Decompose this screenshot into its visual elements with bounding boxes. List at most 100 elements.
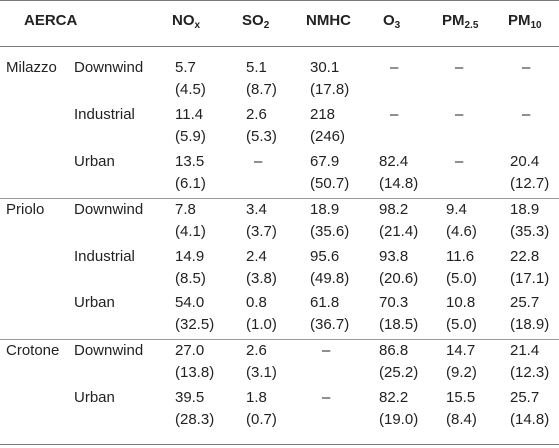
cell-nox: 14.9 bbox=[175, 248, 205, 265]
row-zone: Urban bbox=[74, 294, 115, 311]
cell-nox: 7.8 bbox=[175, 201, 196, 218]
cell-so2: 2.4 bbox=[246, 248, 267, 265]
cell-so2: 2.6 bbox=[246, 106, 267, 123]
cell-nox-sd: (32.5) bbox=[175, 316, 215, 333]
cell-pm25: 9.4 bbox=[446, 201, 467, 218]
row-zone: Industrial bbox=[74, 248, 135, 265]
cell-pm10: 21.4 bbox=[510, 342, 540, 359]
cell-nox-sd: (6.1) bbox=[175, 175, 206, 192]
cell-nox-sd: (4.1) bbox=[175, 223, 206, 240]
cell-pm10: – bbox=[522, 106, 531, 123]
cell-so2-sd: (1.0) bbox=[246, 316, 277, 333]
row-site: Priolo bbox=[6, 201, 45, 218]
cell-so2-sd: (3.1) bbox=[246, 364, 277, 381]
cell-nmhc-sd: (17.8) bbox=[310, 81, 350, 98]
cell-o3-sd: (25.2) bbox=[379, 364, 419, 381]
cell-nmhc-sd: (36.7) bbox=[310, 316, 350, 333]
cell-o3: 82.2 bbox=[379, 389, 409, 406]
cell-nox: 27.0 bbox=[175, 342, 205, 359]
cell-pm10-sd: (14.8) bbox=[510, 411, 550, 428]
cell-nox-sd: (8.5) bbox=[175, 270, 206, 287]
cell-o3: 98.2 bbox=[379, 201, 409, 218]
cell-pm10-sd: (18.9) bbox=[510, 316, 550, 333]
cell-o3: 93.8 bbox=[379, 248, 409, 265]
row-zone: Urban bbox=[74, 153, 115, 170]
cell-pm25-sd: (8.4) bbox=[446, 411, 477, 428]
header-nox: NOx bbox=[172, 12, 201, 31]
cell-o3: 82.4 bbox=[379, 153, 409, 170]
cell-o3: 86.8 bbox=[379, 342, 409, 359]
row-zone: Downwind bbox=[74, 342, 144, 359]
cell-pm10: 20.4 bbox=[510, 153, 540, 170]
cell-pm25-sd: (5.0) bbox=[446, 270, 477, 287]
cell-nmhc: 18.9 bbox=[310, 201, 340, 218]
cell-pm25: 11.6 bbox=[446, 248, 475, 265]
cell-o3: – bbox=[390, 59, 399, 76]
header-pm25: PM2.5 bbox=[442, 12, 479, 31]
cell-so2-sd: (3.7) bbox=[246, 223, 277, 240]
cell-pm25: – bbox=[455, 153, 464, 170]
cell-o3-sd: (14.8) bbox=[379, 175, 419, 192]
table-header-rule bbox=[0, 46, 559, 47]
cell-so2: – bbox=[254, 153, 263, 170]
cell-nox-sd: (4.5) bbox=[175, 81, 206, 98]
cell-nmhc: – bbox=[322, 389, 331, 406]
cell-nmhc: 30.1 bbox=[310, 59, 340, 76]
cell-pm25: 10.8 bbox=[446, 294, 476, 311]
cell-pm10: 22.8 bbox=[510, 248, 540, 265]
table-top-rule bbox=[0, 0, 559, 1]
cell-nox: 54.0 bbox=[175, 294, 205, 311]
group-divider bbox=[0, 339, 559, 340]
cell-so2-sd: (8.7) bbox=[246, 81, 277, 98]
cell-so2-sd: (5.3) bbox=[246, 128, 277, 145]
cell-nmhc: 218 bbox=[310, 106, 336, 123]
cell-nmhc-sd: (50.7) bbox=[310, 175, 350, 192]
cell-pm25: – bbox=[455, 106, 464, 123]
cell-nmhc-sd: (49.8) bbox=[310, 270, 350, 287]
cell-pm10-sd: (12.7) bbox=[510, 175, 550, 192]
group-divider bbox=[0, 198, 559, 199]
cell-pm25-sd: (9.2) bbox=[446, 364, 477, 381]
cell-pm10: – bbox=[522, 59, 531, 76]
header-aerca: AERCA bbox=[24, 12, 78, 29]
cell-so2: 5.1 bbox=[246, 59, 267, 76]
cell-pm10: 25.7 bbox=[510, 294, 540, 311]
table-bottom-rule bbox=[0, 444, 559, 445]
cell-pm25: 15.5 bbox=[446, 389, 476, 406]
cell-pm25-sd: (4.6) bbox=[446, 223, 477, 240]
cell-nmhc: 95.6 bbox=[310, 248, 340, 265]
cell-nmhc: 61.8 bbox=[310, 294, 340, 311]
cell-nox-sd: (5.9) bbox=[175, 128, 206, 145]
cell-pm25-sd: (5.0) bbox=[446, 316, 477, 333]
cell-nmhc-sd: (35.6) bbox=[310, 223, 350, 240]
cell-pm25: – bbox=[455, 59, 464, 76]
cell-so2-sd: (3.8) bbox=[246, 270, 277, 287]
row-zone: Downwind bbox=[74, 201, 144, 218]
cell-pm25: 14.7 bbox=[446, 342, 476, 359]
row-zone: Industrial bbox=[74, 106, 135, 123]
cell-pm10-sd: (35.3) bbox=[510, 223, 550, 240]
cell-nox-sd: (28.3) bbox=[175, 411, 215, 428]
cell-so2: 2.6 bbox=[246, 342, 267, 359]
cell-nmhc: – bbox=[322, 342, 331, 359]
cell-o3-sd: (21.4) bbox=[379, 223, 419, 240]
row-site: Milazzo bbox=[6, 59, 57, 76]
row-zone: Urban bbox=[74, 389, 115, 406]
cell-nox: 11.4 bbox=[175, 106, 204, 123]
cell-o3-sd: (19.0) bbox=[379, 411, 419, 428]
cell-so2: 0.8 bbox=[246, 294, 267, 311]
header-pm10: PM10 bbox=[508, 12, 542, 31]
header-so2: SO2 bbox=[242, 12, 270, 31]
cell-o3-sd: (18.5) bbox=[379, 316, 419, 333]
cell-so2: 1.8 bbox=[246, 389, 267, 406]
cell-o3-sd: (20.6) bbox=[379, 270, 419, 287]
row-site: Crotone bbox=[6, 342, 60, 359]
header-o3: O3 bbox=[383, 12, 401, 31]
cell-pm10: 18.9 bbox=[510, 201, 540, 218]
cell-pm10: 25.7 bbox=[510, 389, 540, 406]
cell-nox: 39.5 bbox=[175, 389, 205, 406]
cell-so2: 3.4 bbox=[246, 201, 267, 218]
cell-pm10-sd: (12.3) bbox=[510, 364, 550, 381]
cell-o3: 70.3 bbox=[379, 294, 409, 311]
header-nmhc: NMHC bbox=[306, 12, 351, 29]
